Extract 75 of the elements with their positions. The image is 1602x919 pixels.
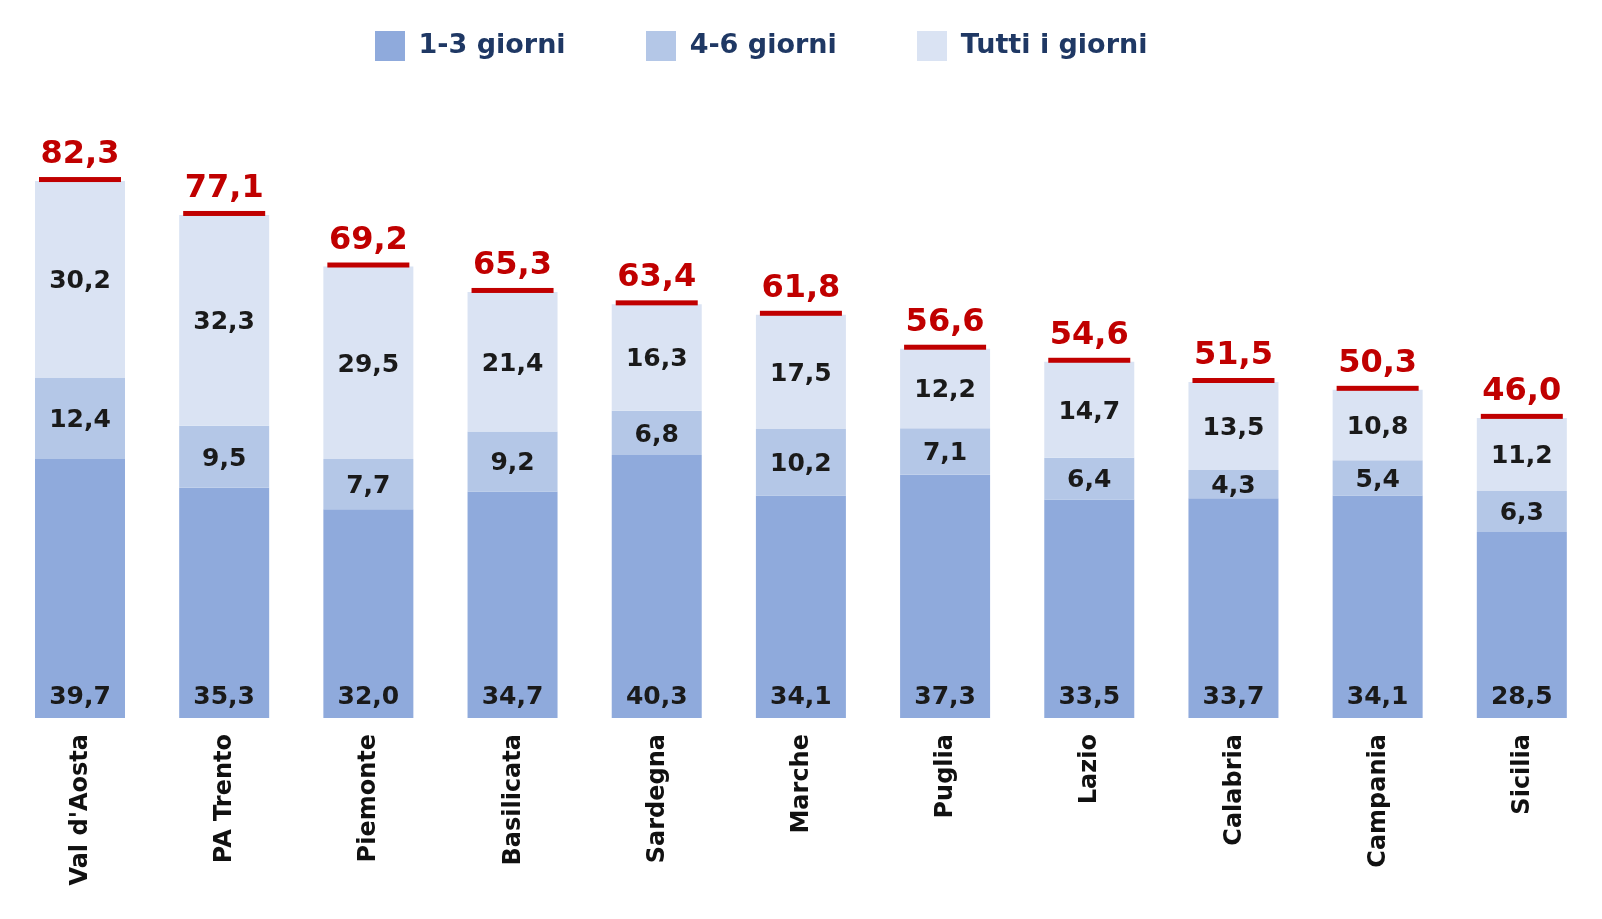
bar <box>755 495 846 718</box>
legend-label: 4-6 giorni <box>689 28 837 59</box>
data-label: 16,3 <box>625 343 688 373</box>
data-label: 12,2 <box>914 374 976 404</box>
bar <box>467 491 558 718</box>
data-label: 6,8 <box>634 418 679 448</box>
data-label: 7,7 <box>346 469 391 499</box>
data-label: 32,0 <box>337 681 400 710</box>
data-label: 10,8 <box>1346 410 1409 440</box>
x-tick-label: Piemonte <box>353 734 382 863</box>
bar <box>35 378 125 459</box>
x-tick-label: Basilicata <box>497 734 526 866</box>
data-label: 6,3 <box>1499 497 1544 527</box>
data-label: 40,3 <box>625 681 688 710</box>
data-label: 33,7 <box>1202 681 1265 710</box>
data-label: 6,4 <box>1067 464 1112 494</box>
data-label: 21,4 <box>481 347 544 377</box>
data-label: 10,2 <box>770 448 832 478</box>
total-label: 77,1 <box>184 166 264 205</box>
bar <box>35 458 125 718</box>
data-label: 14,7 <box>1058 395 1121 425</box>
data-label: 9,2 <box>490 447 535 477</box>
data-label: 32,3 <box>193 306 256 336</box>
total-label: 54,6 <box>1049 313 1129 352</box>
data-label: 12,4 <box>49 404 111 434</box>
total-label: 65,3 <box>473 243 553 282</box>
total-label: 82,3 <box>40 133 120 172</box>
data-label: 5,4 <box>1355 463 1400 493</box>
x-tick-label: Val d'Aosta <box>65 734 94 886</box>
x-tick-label: Calabria <box>1218 734 1247 846</box>
data-label: 17,5 <box>770 357 832 387</box>
bar <box>1188 498 1279 718</box>
bar <box>323 509 414 718</box>
bar <box>179 425 270 488</box>
data-label: 4,3 <box>1211 469 1256 499</box>
x-tick-label: Sardegna <box>641 734 670 864</box>
x-tick-label: Lazio <box>1074 734 1103 805</box>
x-tick-label: Sicilia <box>1506 734 1535 815</box>
bar <box>900 474 991 718</box>
total-label: 56,6 <box>905 300 985 339</box>
bar <box>900 428 991 475</box>
data-label: 33,5 <box>1058 681 1121 710</box>
total-label: 50,3 <box>1338 341 1418 380</box>
data-label: 34,1 <box>1346 681 1409 710</box>
data-label: 28,5 <box>1490 681 1553 710</box>
x-tick-label: Campania <box>1362 734 1391 868</box>
data-label: 11,2 <box>1490 440 1553 470</box>
total-label: 63,4 <box>617 256 697 295</box>
bar <box>179 487 270 718</box>
x-tick-label: Puglia <box>930 734 959 819</box>
bar <box>1476 532 1567 718</box>
x-tick-label: Marche <box>786 734 814 834</box>
legend-label: Tutti i giorni <box>960 28 1148 59</box>
data-label: 7,1 <box>922 437 968 467</box>
data-label: 34,7 <box>481 681 544 710</box>
data-label: 35,3 <box>193 681 256 710</box>
total-label: 61,8 <box>761 266 841 305</box>
x-tick-label: PA Trento <box>209 734 238 864</box>
bar <box>323 458 414 510</box>
data-label: 30,2 <box>49 265 111 295</box>
total-label: 69,2 <box>328 218 408 257</box>
data-label: 29,5 <box>337 348 400 378</box>
bar <box>467 431 558 492</box>
legend-label: 1-3 giorni <box>418 28 566 59</box>
bar <box>1044 499 1135 718</box>
bar <box>611 455 702 718</box>
bar <box>755 428 846 496</box>
total-label: 51,5 <box>1193 333 1273 372</box>
data-label: 37,3 <box>914 681 976 710</box>
bar <box>1332 495 1423 718</box>
data-label: 9,5 <box>202 442 247 472</box>
data-label: 13,5 <box>1202 411 1265 441</box>
total-label: 46,0 <box>1482 369 1562 408</box>
data-label: 34,1 <box>770 681 832 710</box>
data-label: 39,7 <box>49 681 111 710</box>
